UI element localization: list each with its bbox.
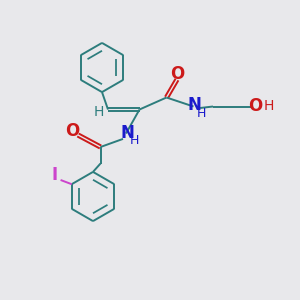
Text: H: H: [196, 106, 206, 120]
Text: O: O: [170, 65, 185, 83]
Text: H: H: [263, 99, 274, 113]
Text: H: H: [130, 134, 139, 147]
Text: O: O: [65, 122, 80, 140]
Text: O: O: [248, 97, 262, 115]
Text: N: N: [188, 96, 202, 114]
Text: I: I: [52, 166, 58, 184]
Text: H: H: [93, 106, 103, 119]
Text: N: N: [120, 124, 134, 142]
